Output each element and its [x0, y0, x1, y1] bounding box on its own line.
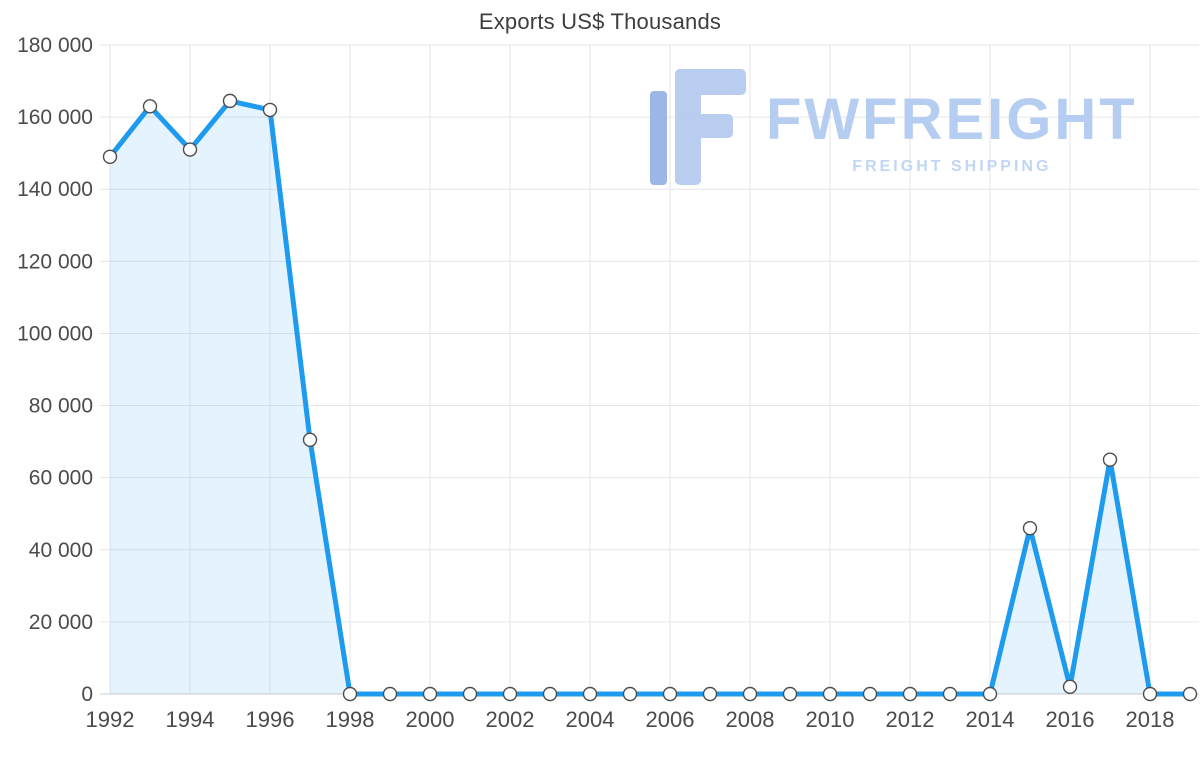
- y-tick-label: 140 000: [17, 178, 93, 201]
- data-point-marker: [502, 686, 518, 702]
- data-point-marker: [1062, 679, 1078, 694]
- y-tick-label: 0: [81, 683, 93, 706]
- x-tick-label: 2004: [566, 707, 615, 732]
- y-tick-label: 120 000: [17, 250, 93, 273]
- data-point-marker: [222, 93, 238, 109]
- x-tick-label: 2016: [1046, 707, 1095, 732]
- y-tick-label: 160 000: [17, 106, 93, 129]
- data-point-marker: [342, 686, 358, 702]
- data-point-marker: [302, 432, 318, 448]
- chart-title: Exports US$ Thousands: [478, 9, 722, 34]
- x-tick-label: 2012: [886, 707, 935, 732]
- x-tick-label: 2010: [806, 707, 855, 732]
- data-point-marker: [782, 686, 798, 702]
- x-tick-label: 1998: [326, 707, 375, 732]
- data-point-marker: [662, 686, 678, 702]
- data-point-marker: [1102, 452, 1118, 467]
- data-point-marker: [1182, 686, 1198, 702]
- data-point-marker: [822, 686, 838, 702]
- data-point-marker: [382, 686, 398, 702]
- y-tick-label: 180 000: [17, 34, 93, 57]
- x-tick-label: 2002: [486, 707, 535, 732]
- x-tick-label: 2018: [1126, 707, 1175, 732]
- x-tick-label: 2008: [726, 707, 775, 732]
- data-point-marker: [862, 686, 878, 702]
- x-tick-label: 1996: [246, 707, 295, 732]
- area-fill: [110, 100, 1190, 694]
- data-point-marker: [742, 686, 758, 702]
- data-point-marker: [1022, 520, 1038, 536]
- y-tick-label: 60 000: [29, 467, 93, 490]
- data-point-marker: [902, 686, 918, 702]
- data-point-marker: [702, 686, 718, 702]
- data-point-marker: [102, 149, 118, 164]
- data-point-marker: [942, 686, 958, 702]
- gridlines: [100, 44, 1199, 695]
- data-point-marker: [182, 142, 198, 157]
- line-series: [107, 98, 1193, 697]
- x-tick-label: 2000: [406, 707, 455, 732]
- data-points: [102, 93, 1198, 702]
- data-point-marker: [982, 686, 998, 702]
- data-point-marker: [582, 686, 598, 702]
- x-tick-label: 1994: [166, 707, 215, 732]
- data-point-marker: [1142, 686, 1158, 702]
- x-tick-label: 1992: [86, 707, 135, 732]
- data-point-marker: [422, 686, 438, 702]
- y-tick-label: 80 000: [29, 395, 93, 418]
- data-point-marker: [262, 102, 278, 118]
- x-tick-label: 2014: [966, 707, 1015, 732]
- y-tick-label: 20 000: [29, 611, 93, 634]
- data-point-marker: [142, 99, 158, 114]
- data-point-marker: [622, 686, 638, 702]
- data-point-marker: [542, 686, 558, 702]
- x-tick-label: 2006: [646, 707, 695, 732]
- y-tick-label: 100 000: [17, 322, 93, 345]
- y-tick-label: 40 000: [29, 539, 93, 562]
- data-point-marker: [462, 686, 478, 702]
